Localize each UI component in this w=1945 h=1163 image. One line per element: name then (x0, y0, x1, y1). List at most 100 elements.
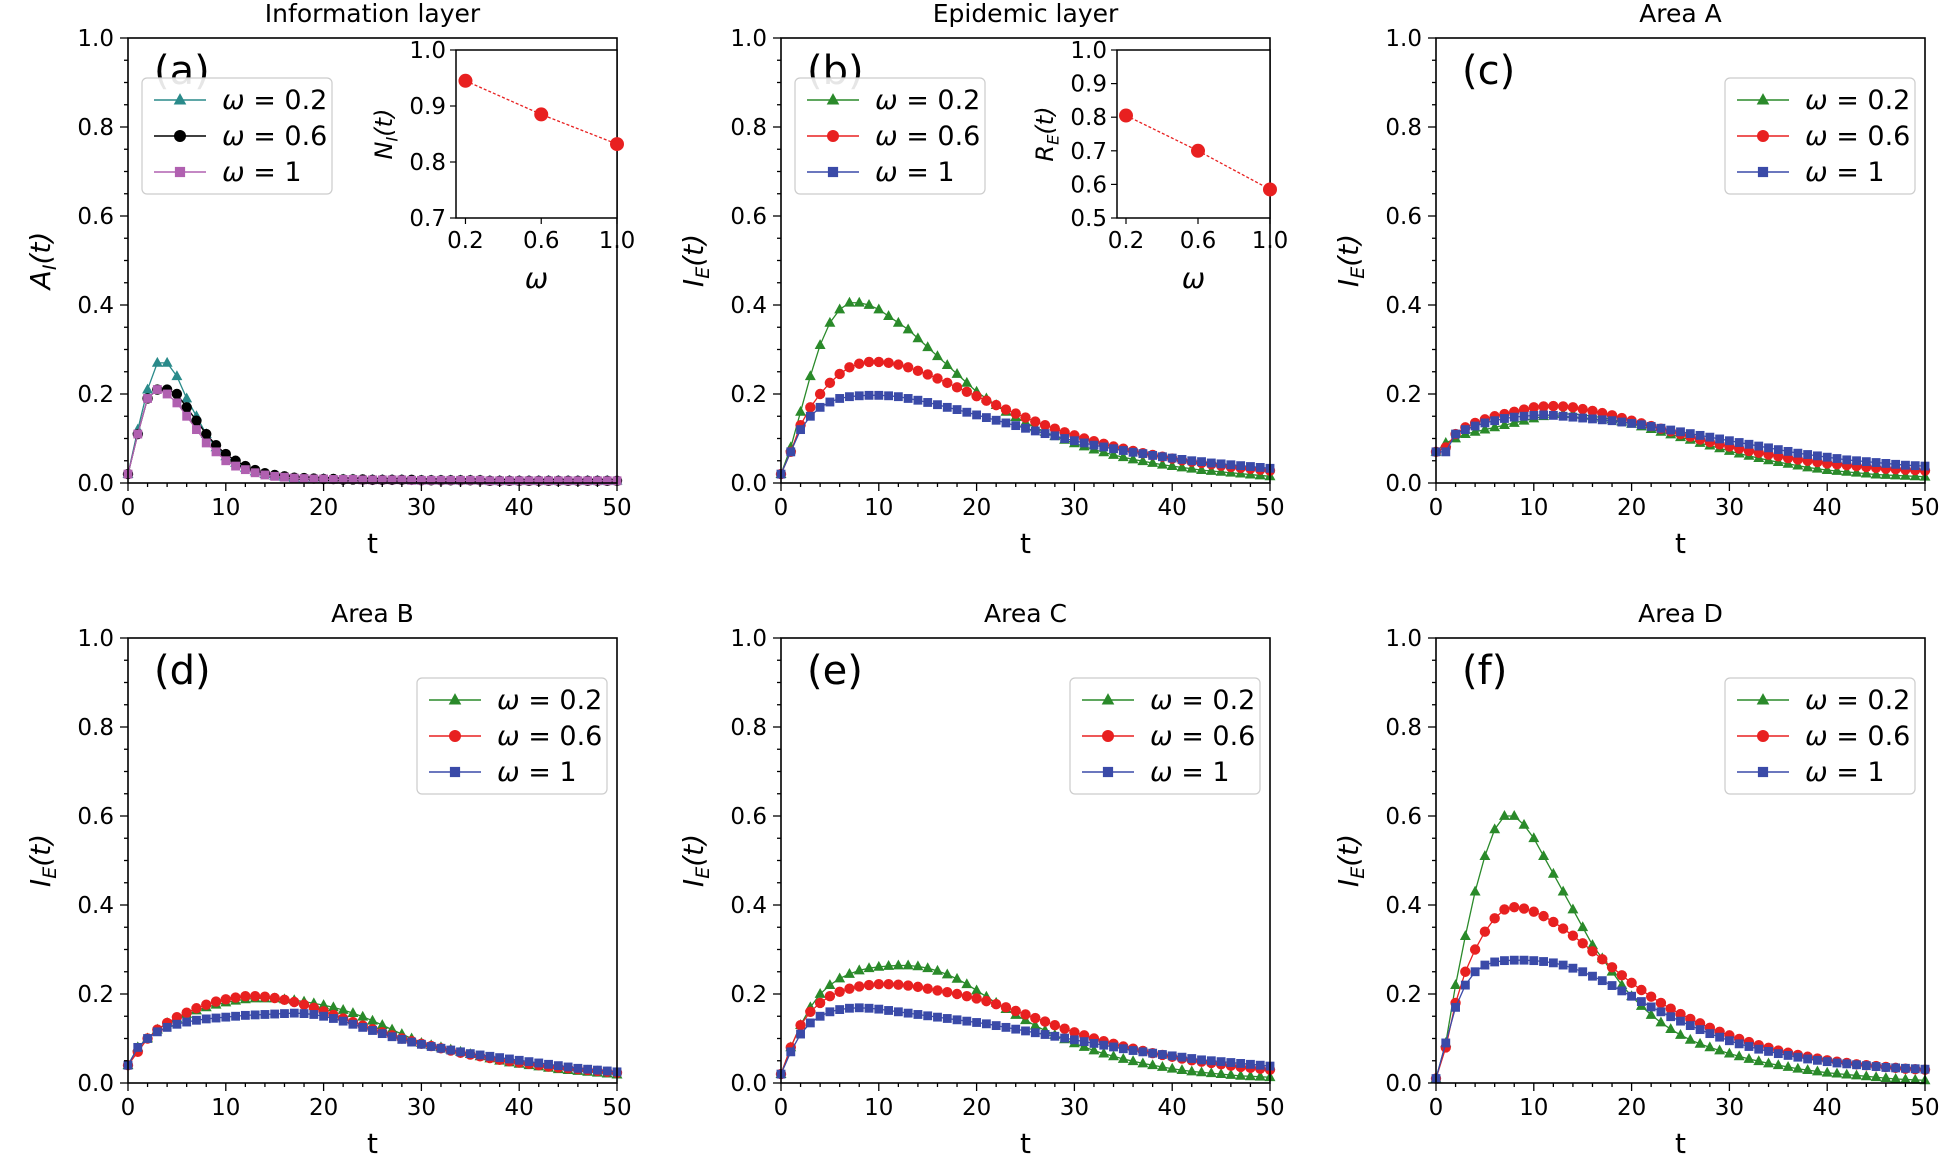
data-point (1050, 1031, 1060, 1041)
legend-label: ω = 1 (222, 157, 302, 188)
data-point (1226, 460, 1236, 470)
data-point (1567, 903, 1579, 914)
data-point (1901, 460, 1910, 470)
data-point (387, 475, 397, 485)
data-point (368, 475, 377, 485)
data-point (1870, 468, 1882, 479)
panel-title: Information layer (265, 0, 481, 28)
data-point (143, 394, 152, 403)
data-point (1676, 1016, 1685, 1026)
legend-marker (174, 166, 186, 178)
data-point (172, 1019, 182, 1029)
data-point (171, 370, 183, 381)
legend-label: ω = 0.6 (875, 121, 980, 152)
y-tick-label: 0.4 (730, 293, 767, 319)
data-point (796, 1029, 805, 1039)
data-point (893, 1007, 903, 1017)
data-point (1021, 423, 1030, 433)
series-line (780, 302, 1271, 477)
series-a-1 (122, 384, 623, 486)
data-point (1676, 427, 1685, 437)
legend-entry: ω = 0.6 (1737, 721, 1910, 752)
data-point (182, 1017, 192, 1027)
data-point (1705, 1029, 1715, 1039)
inset-x-tick-label: 0.2 (1108, 228, 1145, 254)
data-point (1803, 450, 1813, 459)
data-point (1206, 1056, 1216, 1066)
data-point (1695, 1025, 1705, 1035)
legend-entry: ω = 1 (1082, 757, 1230, 788)
data-point (1832, 1058, 1842, 1068)
data-point (1186, 1065, 1198, 1076)
data-point (181, 392, 193, 403)
data-point (327, 1001, 339, 1012)
x-tick-label: 50 (1255, 495, 1284, 521)
data-point (259, 991, 271, 1002)
panel-f: Area D 0 10 20 30 40 50 0.0 0.2 0.4 0.6 0.8 1.0 t IE(t… (1332, 599, 1940, 1160)
legend-label: ω = 0.2 (1150, 685, 1255, 716)
series-e-2 (776, 1003, 1275, 1079)
legend-label: ω = 0.6 (1805, 121, 1910, 152)
legend-marker (1757, 766, 1769, 778)
data-point (922, 962, 934, 973)
y-tick-label: 0.6 (1385, 204, 1422, 230)
x-tick-label: 20 (962, 495, 991, 521)
inset-point (610, 137, 624, 152)
data-point (1881, 1063, 1891, 1072)
data-point (495, 476, 505, 486)
data-point (1040, 1030, 1050, 1039)
y-tick-label: 0.4 (1385, 293, 1422, 319)
y-tick-label: 0.2 (730, 382, 767, 408)
data-point (377, 1029, 387, 1039)
data-point (1528, 402, 1540, 413)
data-point (1616, 970, 1628, 981)
data-point (1441, 447, 1451, 457)
data-point (298, 999, 310, 1010)
x-tick-label: 30 (407, 495, 436, 521)
x-tick-label: 40 (1813, 495, 1842, 521)
data-point (1538, 910, 1549, 922)
data-point (602, 1066, 612, 1076)
data-point (1099, 1040, 1109, 1050)
legend: ω = 0.2 ω = 0.6 ω = 1 (1724, 77, 1916, 195)
legend-entry: ω = 0.6 (1737, 121, 1910, 152)
data-point (1793, 1052, 1803, 1062)
data-point (289, 996, 300, 1008)
y-tick-label: 0.4 (77, 293, 114, 319)
data-point (250, 1010, 260, 1020)
data-point (456, 1047, 465, 1057)
data-point (436, 1043, 446, 1053)
data-point (1753, 1055, 1765, 1066)
y-tick-label: 0.2 (77, 982, 114, 1008)
panel-label: (f) (1462, 648, 1507, 694)
data-point (933, 1012, 942, 1022)
data-point (1470, 421, 1480, 431)
x-tick-label: 0 (774, 1095, 789, 1121)
data-point (465, 475, 475, 485)
data-point (1187, 1054, 1197, 1063)
data-point (1079, 1037, 1089, 1047)
x-tick-label: 50 (602, 1095, 631, 1121)
inset-y-tick-label: 0.8 (409, 150, 446, 176)
data-point (1792, 1062, 1804, 1073)
y-tick-label: 0.0 (1385, 471, 1422, 497)
data-point (1186, 462, 1198, 473)
x-tick-label: 40 (1158, 1095, 1187, 1121)
data-point (221, 1012, 231, 1022)
data-point (961, 978, 973, 989)
data-point (328, 1014, 338, 1023)
y-tick-label: 0.8 (730, 715, 767, 741)
data-point (192, 425, 201, 435)
data-point (1489, 913, 1500, 924)
inset-x-tick-label: 0.6 (523, 228, 560, 254)
data-point (338, 1016, 348, 1026)
data-point (805, 402, 816, 413)
data-point (1578, 967, 1588, 977)
data-point (1128, 1046, 1138, 1055)
series-line (1435, 906, 1926, 1079)
inset-point (534, 107, 549, 122)
panel-b: Epidemic layer 0 10 20 30 40 50 0.0 0.2 0.4 0.6 0.8… (677, 0, 1288, 560)
legend-marker (1756, 93, 1770, 105)
data-point (1588, 971, 1597, 981)
data-point (231, 1011, 240, 1021)
